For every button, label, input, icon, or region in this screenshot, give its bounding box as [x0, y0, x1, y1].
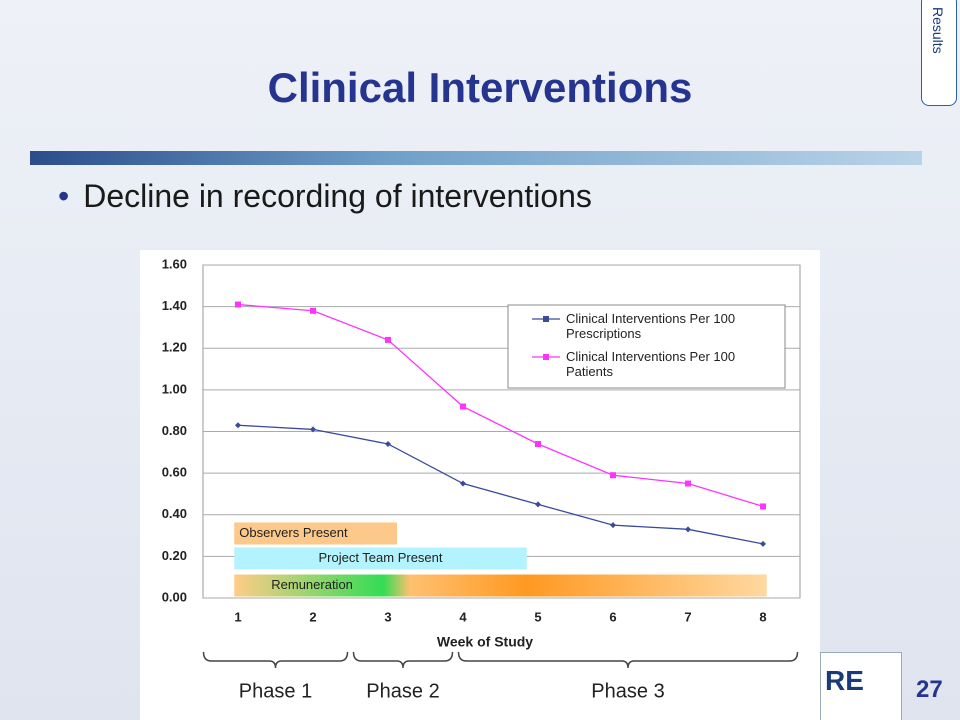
- legend-entry: Clinical Interventions Per 100 Patients: [566, 349, 736, 379]
- marker: [235, 301, 241, 308]
- marker: [535, 440, 541, 447]
- phase-brace: [457, 651, 799, 669]
- logo: RE: [820, 652, 902, 720]
- legend-label: Clinical Interventions Per 100 Prescript…: [566, 311, 736, 341]
- banner: [30, 151, 922, 165]
- period-label: Project Team Present: [318, 550, 442, 565]
- period-bar: [234, 574, 767, 597]
- y-tick-label: 1.60: [162, 256, 187, 271]
- marker: [535, 501, 541, 508]
- marker: [685, 480, 691, 487]
- y-tick-label: 1.40: [162, 298, 187, 313]
- logo-text: RE: [825, 665, 864, 696]
- x-tick-label: 3: [384, 609, 391, 624]
- chart: 0.00 0.20 0.40 0.60 0.80 1.00 1.20 1.40 1.60 1 2 3 4…: [140, 250, 820, 720]
- y-tick-label: 1.00: [162, 381, 187, 396]
- phase-label: Phase 2: [366, 680, 439, 702]
- bullet: Decline in recording of interventions: [58, 178, 592, 215]
- phase-brace: [202, 651, 349, 669]
- x-axis-title: Week of Study: [437, 634, 533, 650]
- y-tick-label: 0.40: [162, 506, 187, 521]
- legend-marker: [543, 354, 549, 360]
- y-tick-label: 0.20: [162, 548, 187, 563]
- series-line: [237, 303, 764, 508]
- marker: [385, 336, 391, 343]
- y-tick-label: 0.80: [162, 423, 187, 438]
- x-tick-label: 5: [534, 609, 541, 624]
- y-tick-label: 0.00: [162, 589, 187, 604]
- x-tick-label: 1: [234, 609, 241, 624]
- x-tick-label: 4: [459, 609, 467, 624]
- marker: [310, 307, 316, 314]
- phase-label: Phase 1: [239, 680, 312, 702]
- x-tick-label: 8: [759, 609, 766, 624]
- tab-label: Results: [930, 7, 946, 54]
- marker: [235, 422, 241, 429]
- slide-title: Clinical Interventions: [267, 64, 693, 111]
- marker: [760, 540, 766, 547]
- legend-marker: [543, 316, 549, 322]
- period-label: Observers Present: [239, 525, 348, 540]
- marker: [760, 503, 766, 510]
- series-line: [237, 424, 764, 545]
- phase-brace: [352, 651, 454, 669]
- period-bar: [234, 522, 397, 545]
- x-tick-label: 6: [609, 609, 616, 624]
- phase-label: Phase 3: [591, 680, 664, 702]
- period-bar: [234, 547, 527, 570]
- marker: [460, 480, 466, 487]
- x-tick-label: 7: [684, 609, 691, 624]
- legend-entry: Clinical Interventions Per 100 Prescript…: [566, 311, 736, 341]
- y-tick-label: 0.60: [162, 465, 187, 480]
- marker: [610, 472, 616, 479]
- section-tab[interactable]: Results: [921, 0, 957, 106]
- y-tick-label: 1.20: [162, 340, 187, 355]
- marker: [610, 522, 616, 529]
- period-label: Remuneration: [271, 577, 353, 592]
- marker: [460, 403, 466, 410]
- marker: [385, 440, 391, 447]
- page-number: 27: [916, 676, 943, 703]
- x-tick-label: 2: [309, 609, 316, 624]
- legend-label: Clinical Interventions Per 100 Patients: [566, 349, 736, 379]
- marker: [310, 426, 316, 433]
- marker: [685, 526, 691, 533]
